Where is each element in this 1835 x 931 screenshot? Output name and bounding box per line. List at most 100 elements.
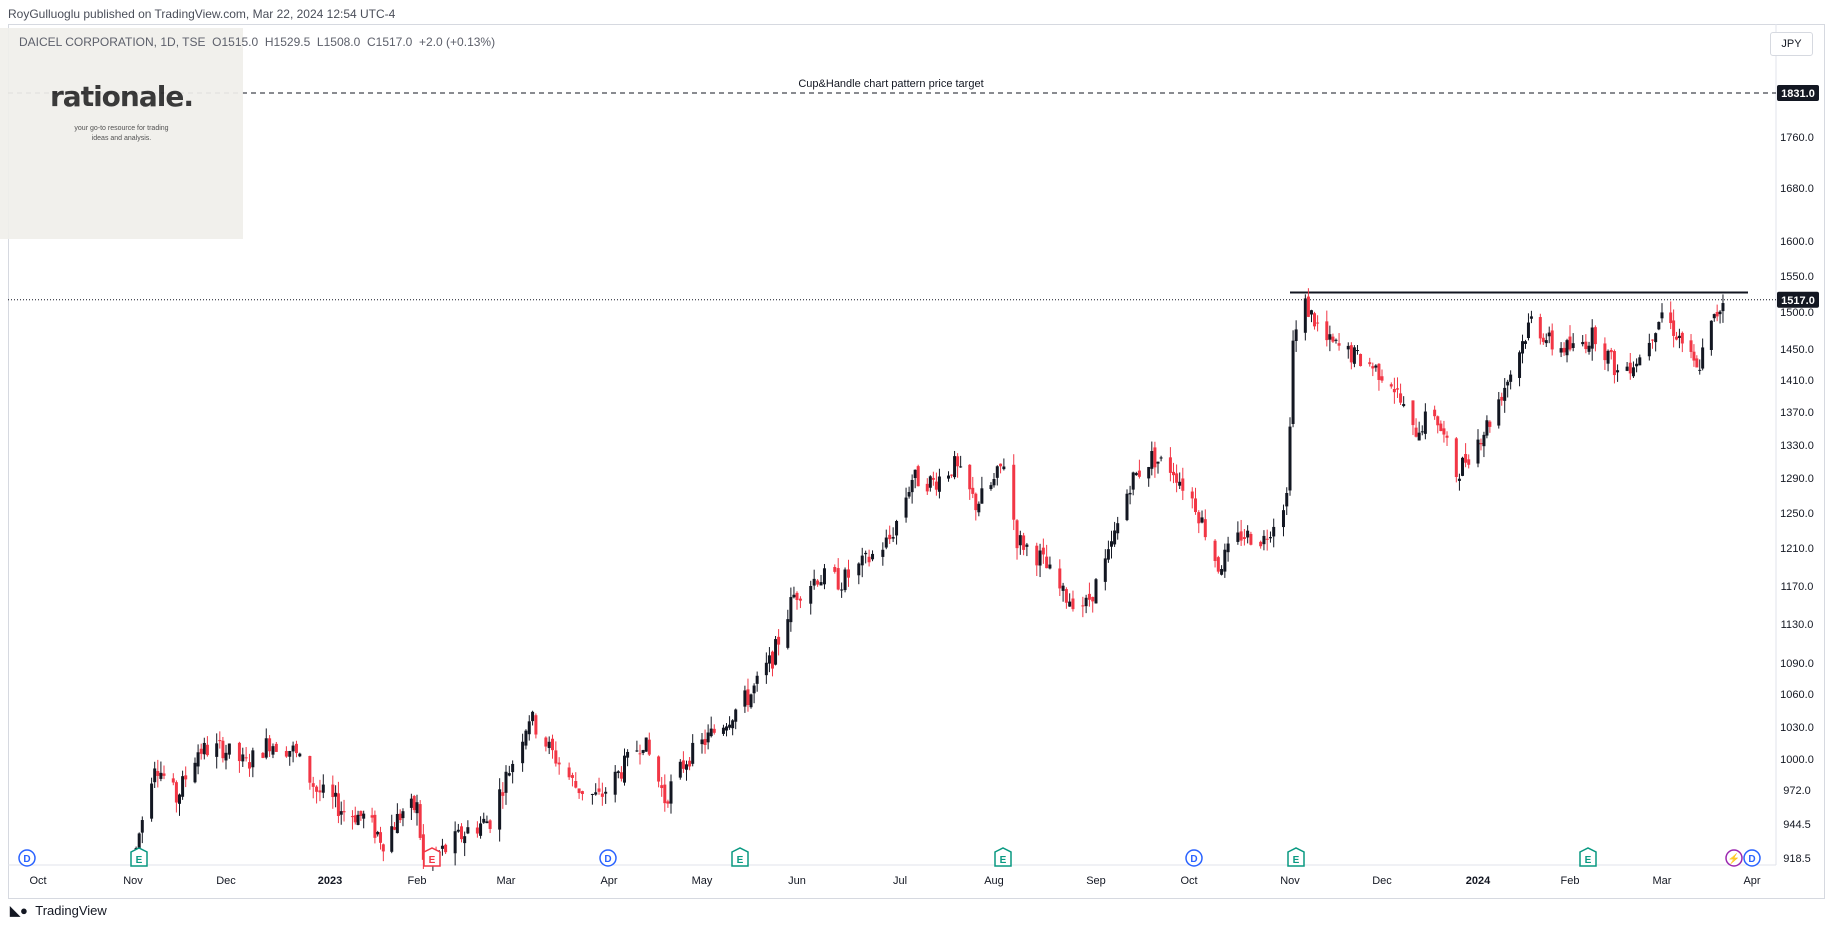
candle-body: [968, 464, 972, 490]
candle-body: [390, 826, 394, 852]
candle-body: [227, 743, 231, 755]
candle-body: [1377, 363, 1381, 380]
price-label: 1831.0: [1781, 88, 1815, 100]
candle-body: [1002, 466, 1006, 470]
candle-body: [728, 724, 732, 728]
event-letter: E: [429, 855, 436, 866]
candle-body: [669, 781, 673, 804]
candle-body: [1541, 337, 1545, 342]
candle-body: [463, 836, 467, 844]
price-axis-tick: 1090.0: [1780, 658, 1814, 670]
candle-body: [1538, 317, 1542, 339]
time-axis-tick: 2024: [1466, 875, 1491, 887]
candle-body: [156, 771, 160, 776]
candle-body: [1249, 533, 1253, 545]
time-axis-tick: Nov: [123, 875, 143, 887]
candle-body: [1654, 333, 1658, 343]
price-axis-tick: 918.5: [1783, 853, 1811, 865]
candle-body: [1439, 423, 1443, 432]
candle-body: [504, 771, 508, 793]
candle-body: [1609, 349, 1613, 353]
currency-button[interactable]: JPY: [1770, 32, 1813, 56]
candle-body: [749, 694, 753, 708]
price-axis-tick: 1680.0: [1780, 183, 1814, 195]
candle-body: [393, 827, 397, 830]
candle-body: [857, 563, 861, 576]
candle-body: [288, 751, 292, 757]
legend-high: H1529.5: [264, 35, 311, 49]
candle-body: [1701, 347, 1705, 369]
candle-body: [1106, 549, 1110, 560]
candle-body: [1628, 362, 1632, 374]
price-axis-tick: 1450.0: [1780, 344, 1814, 356]
candle-body: [950, 474, 954, 476]
candle-body: [657, 756, 661, 782]
candle-body: [1423, 411, 1427, 434]
candle-body: [999, 463, 1003, 467]
candle-body: [925, 483, 929, 492]
candle-body: [547, 741, 551, 749]
candle-body: [1500, 396, 1504, 401]
candle-body: [1147, 467, 1151, 479]
candle-body: [159, 772, 163, 779]
candle-body: [1197, 512, 1201, 524]
candle-body: [706, 732, 710, 743]
candle-body: [551, 738, 555, 751]
legend-change: +2.0 (+0.13%): [419, 35, 496, 49]
candle-body: [511, 763, 515, 773]
candle-body: [1461, 457, 1465, 476]
candle-body: [1709, 320, 1713, 350]
candle-body: [321, 784, 325, 793]
candle-body: [373, 814, 377, 838]
candle-body: [1675, 336, 1679, 340]
candle-body: [577, 788, 581, 794]
tradingview-footer[interactable]: ◣● TradingView: [10, 903, 107, 919]
price-axis-tick: 972.0: [1783, 785, 1811, 797]
candle-body: [1657, 321, 1661, 330]
price-axis-tick: 1290.0: [1780, 473, 1814, 485]
candle-body: [1454, 438, 1458, 478]
candle-body: [685, 764, 688, 770]
candle-body: [1395, 388, 1399, 390]
candle-body: [381, 844, 385, 852]
candle-body: [1568, 336, 1572, 350]
candle-body: [1203, 519, 1207, 538]
candle-body: [812, 578, 816, 586]
candle-body: [359, 810, 363, 816]
candle-body: [237, 742, 241, 762]
candle-body: [1616, 370, 1620, 373]
candle-body: [700, 739, 704, 745]
candle-body: [819, 582, 823, 586]
candle-body: [1094, 579, 1098, 604]
candle-body: [836, 568, 840, 590]
candle-body: [995, 466, 999, 478]
candle-body: [881, 549, 885, 557]
price-axis-tick: 1760.0: [1780, 132, 1814, 144]
candle-body: [184, 775, 188, 780]
candle-body: [1334, 339, 1338, 341]
candle-body: [370, 815, 374, 818]
candle-body: [1246, 530, 1250, 538]
symbol-legend: DAICEL CORPORATION, 1D, TSE O1515.0 H152…: [19, 35, 495, 49]
candle-body: [600, 793, 604, 797]
candle-body: [1087, 593, 1091, 600]
time-axis-tick: 2023: [318, 875, 342, 887]
candle-body: [663, 784, 667, 804]
candle-body: [809, 585, 813, 604]
candle-body: [1476, 439, 1480, 464]
legend-low: L1508.0: [316, 35, 361, 49]
candle-body: [1220, 569, 1224, 575]
candle-body: [1581, 342, 1585, 345]
price-axis-tick: 1250.0: [1780, 508, 1814, 520]
candle-body: [1506, 381, 1510, 386]
candle-body: [1584, 341, 1588, 350]
candle-body: [666, 801, 670, 804]
candle-body: [703, 739, 707, 745]
candle-body: [1389, 384, 1393, 387]
candle-body: [567, 767, 571, 778]
candle-body: [418, 804, 422, 838]
candle-body: [681, 760, 685, 769]
candle-body: [638, 753, 642, 755]
candle-body: [1281, 510, 1285, 528]
